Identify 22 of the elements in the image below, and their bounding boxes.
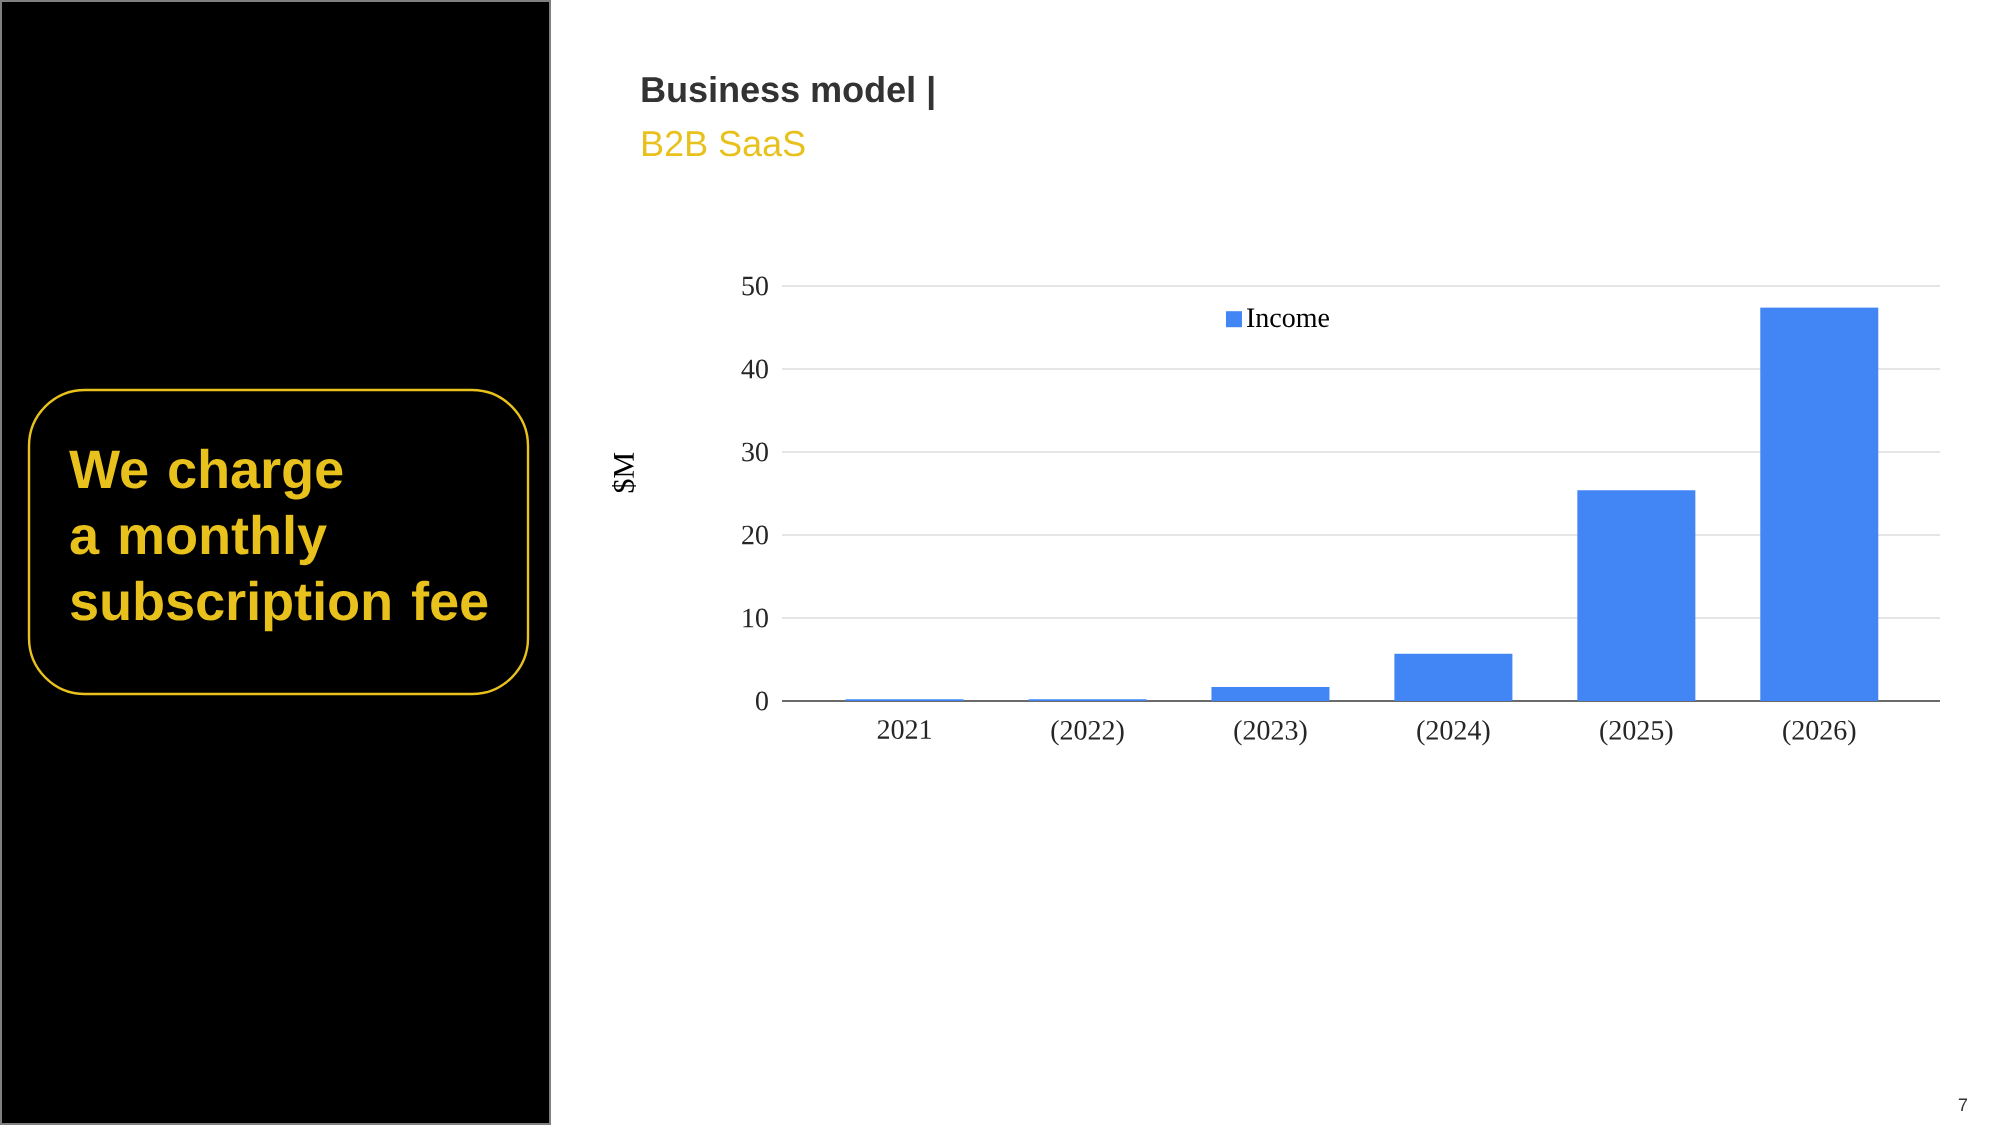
legend-label: Income bbox=[1246, 308, 1329, 328]
y-tick-label: 0 bbox=[756, 691, 768, 711]
x-tick-label: (2025) bbox=[1600, 720, 1673, 746]
text: 7 bbox=[1958, 1098, 1968, 1111]
x-tick-label: 2021 bbox=[877, 720, 931, 739]
bar bbox=[1577, 490, 1696, 702]
y-tick-label: 20 bbox=[742, 525, 768, 545]
x-tick-label: (2022) bbox=[1051, 720, 1124, 746]
chart-subtitle: B2B SaaS bbox=[643, 130, 805, 157]
y-tick-label: 50 bbox=[742, 276, 768, 296]
chart-title: Business model | bbox=[642, 75, 934, 110]
x-tick-label: (2026) bbox=[1783, 720, 1856, 746]
y-axis-title: $M bbox=[612, 452, 636, 493]
bar bbox=[1211, 686, 1330, 702]
bar bbox=[1760, 307, 1879, 702]
y-tick-label: 10 bbox=[743, 608, 768, 628]
y-tick-label: 40 bbox=[741, 359, 768, 379]
x-tick-label: (2023) bbox=[1234, 720, 1307, 746]
x-tick-label: (2024) bbox=[1417, 720, 1490, 746]
y-tick-label: 30 bbox=[742, 442, 768, 462]
bar bbox=[1394, 653, 1513, 702]
text: We charge a monthly subscription fee bbox=[69, 448, 488, 632]
